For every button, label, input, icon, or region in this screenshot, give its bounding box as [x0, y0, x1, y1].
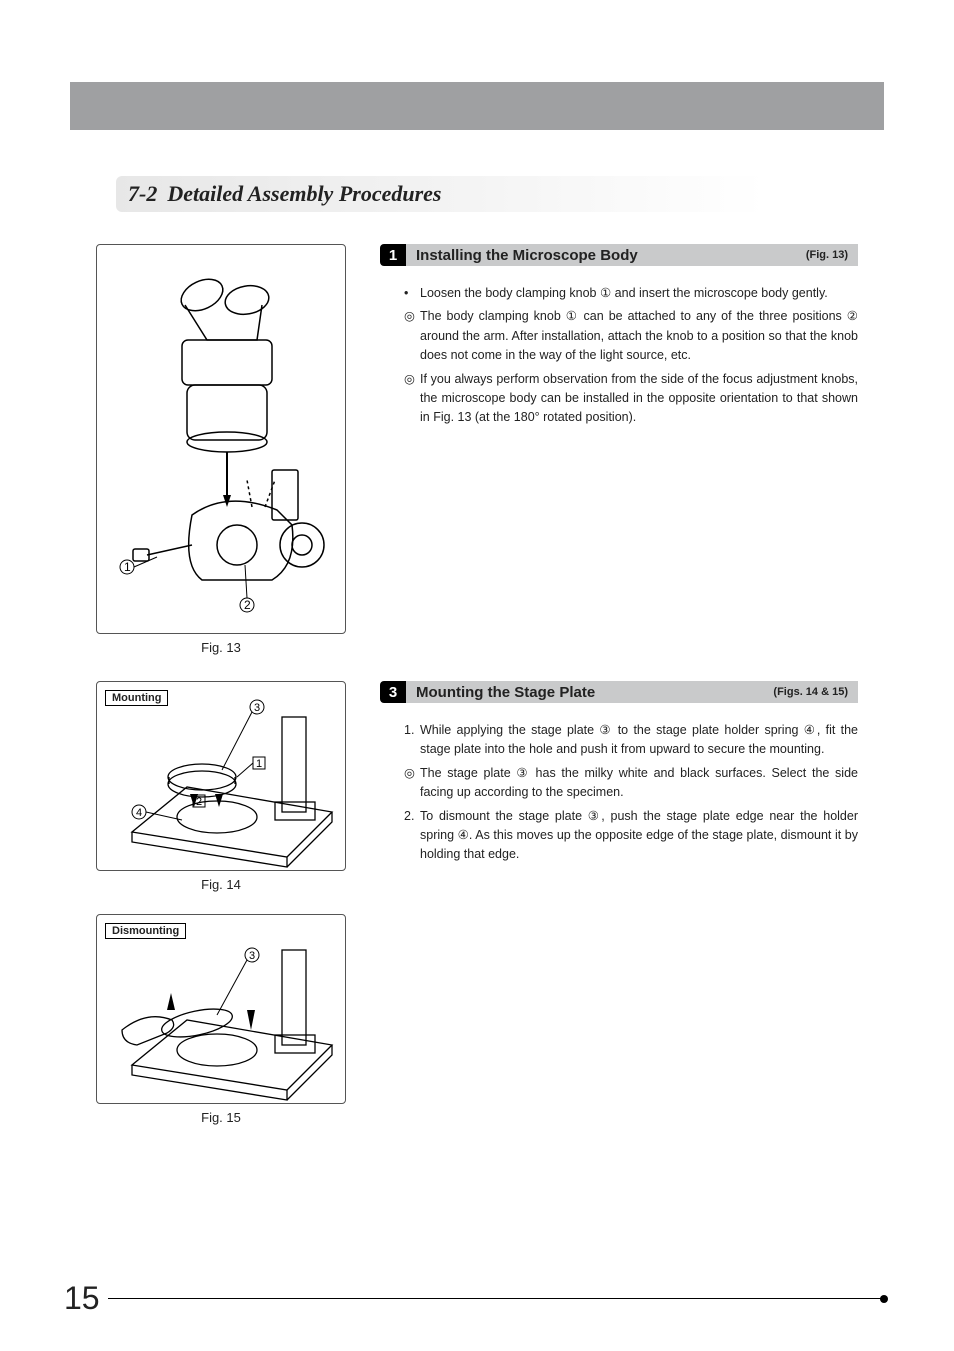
section-title: Detailed Assembly Procedures [167, 181, 441, 207]
step-3-heading: 3 Mounting the Stage Plate (Figs. 14 & 1… [380, 681, 858, 703]
svg-text:1: 1 [256, 758, 262, 770]
fig14-label: Mounting [105, 690, 168, 706]
bullet-marker: ◎ [404, 370, 420, 428]
page-number-bar: 15 [64, 1280, 884, 1317]
figure-14-svg: 3 1 2 4 [97, 682, 346, 871]
bullet-marker: 1. [404, 721, 420, 760]
fig13-callout-2: 2 [244, 598, 251, 612]
figure-14-caption: Fig. 14 [96, 877, 346, 892]
step-3-title: Mounting the Stage Plate [416, 684, 595, 701]
step-1-badge: 1 [380, 244, 406, 266]
bullet-text: The body clamping knob ① can be attached… [420, 307, 858, 365]
bullet-marker: ◎ [404, 764, 420, 803]
figure-13-caption: Fig. 13 [96, 640, 346, 655]
row-step-3: Mounting [96, 681, 858, 1125]
bullet-marker: ◎ [404, 307, 420, 365]
section-title-bar: 7-2 Detailed Assembly Procedures [116, 176, 838, 212]
page-rule [108, 1298, 884, 1299]
bullet-marker: 2. [404, 807, 420, 865]
bullet-text: To dismount the stage plate ③, push the … [420, 807, 858, 865]
svg-text:2: 2 [196, 796, 202, 808]
fig15-label: Dismounting [105, 923, 186, 939]
step-1-body: •Loosen the body clamping knob ① and ins… [380, 284, 858, 428]
content-area: 1 2 Fig. 13 1 Installing the Microscope … [96, 244, 858, 1351]
step-3-body: 1.While applying the stage plate ③ to th… [380, 721, 858, 865]
svg-text:3: 3 [254, 702, 260, 714]
row-step-1: 1 2 Fig. 13 1 Installing the Microscope … [96, 244, 858, 655]
svg-text:4: 4 [136, 807, 142, 819]
page-number: 15 [64, 1280, 100, 1317]
svg-text:3: 3 [249, 950, 255, 962]
step-1-title: Installing the Microscope Body [416, 247, 638, 264]
figure-15: Dismounting [96, 914, 346, 1104]
top-grey-band [70, 82, 884, 130]
step-1-text: 1 Installing the Microscope Body (Fig. 1… [380, 244, 858, 655]
figure-13: 1 2 [96, 244, 346, 634]
step-3-badge: 3 [380, 681, 406, 703]
figure-14-column: Mounting [96, 681, 346, 1125]
figure-13-svg: 1 2 [97, 245, 346, 634]
figure-13-column: 1 2 Fig. 13 [96, 244, 346, 655]
figure-15-svg: 3 [97, 915, 346, 1104]
bullet-text: While applying the stage plate ③ to the … [420, 721, 858, 760]
figure-15-caption: Fig. 15 [96, 1110, 346, 1125]
fig13-callout-1: 1 [124, 560, 131, 574]
step-3-title-bar: Mounting the Stage Plate (Figs. 14 & 15) [406, 681, 858, 703]
bullet-marker: • [404, 284, 420, 303]
bullet-text: Loosen the body clamping knob ① and inse… [420, 284, 858, 303]
step-3-ref: (Figs. 14 & 15) [773, 686, 848, 698]
bullet-text: If you always perform observation from t… [420, 370, 858, 428]
step-1-title-bar: Installing the Microscope Body (Fig. 13) [406, 244, 858, 266]
figure-14: Mounting [96, 681, 346, 871]
step-1-ref: (Fig. 13) [806, 249, 848, 261]
step-1-heading: 1 Installing the Microscope Body (Fig. 1… [380, 244, 858, 266]
manual-page: 7-2 Detailed Assembly Procedures [0, 0, 954, 1351]
section-number: 7-2 [128, 181, 157, 207]
bullet-text: The stage plate ③ has the milky white an… [420, 764, 858, 803]
step-3-text: 3 Mounting the Stage Plate (Figs. 14 & 1… [380, 681, 858, 1125]
